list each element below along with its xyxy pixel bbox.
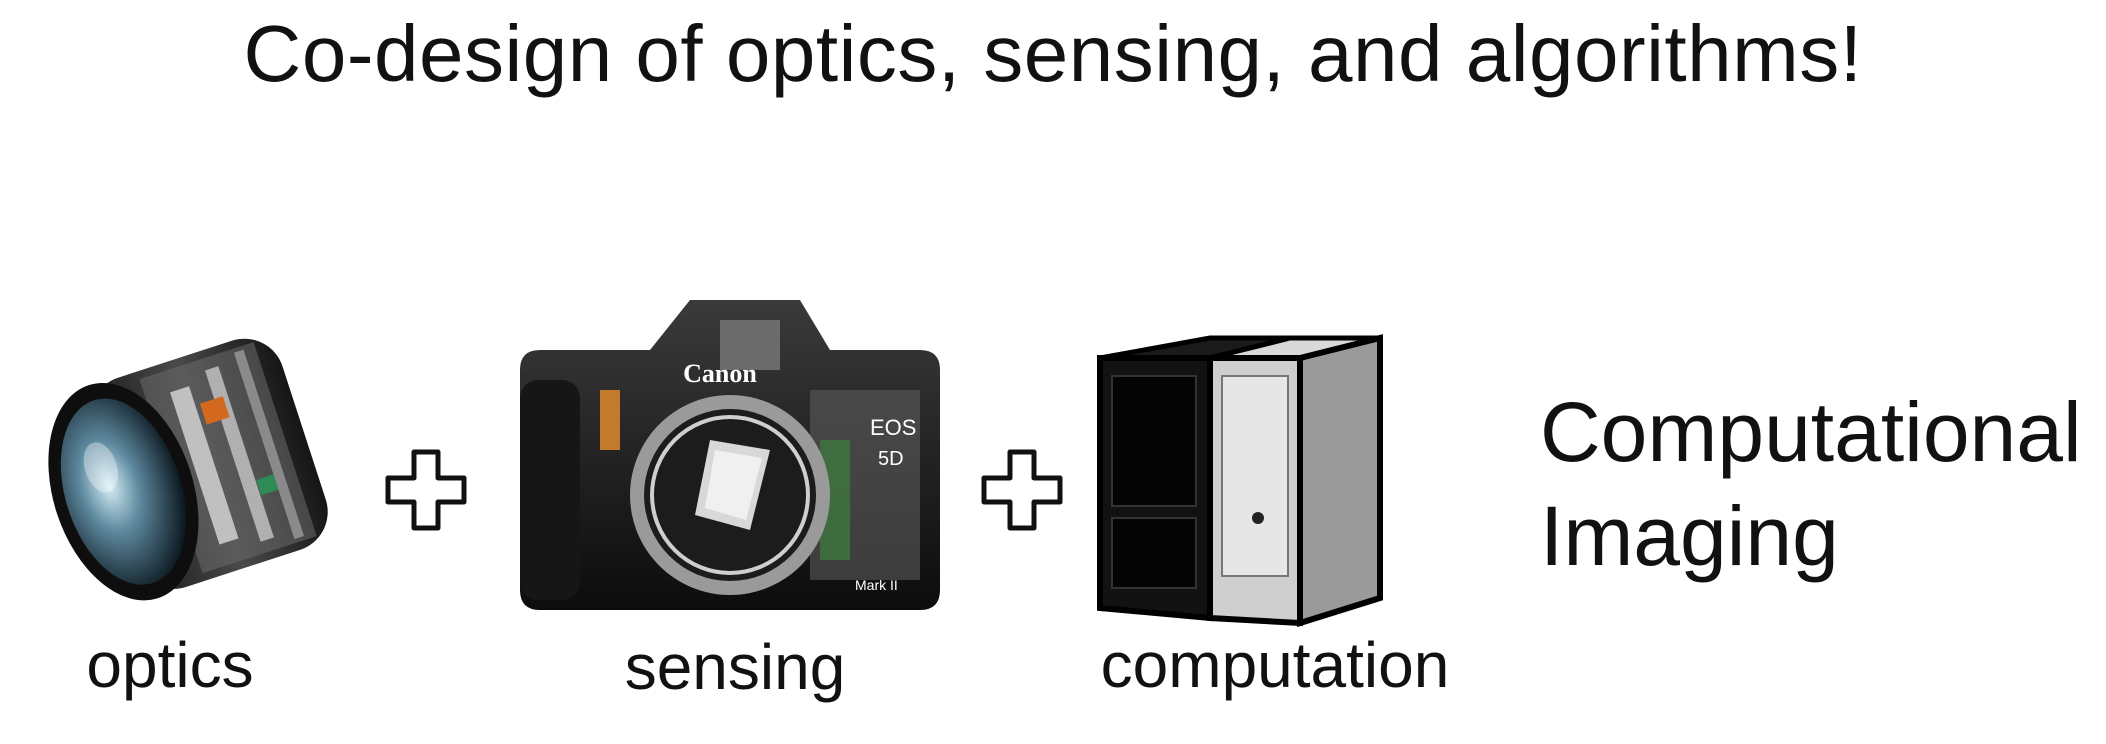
camera-model-number: 5D: [878, 448, 904, 470]
computer-tower-icon: [1097, 334, 1383, 628]
plus-icon: [385, 449, 467, 531]
slide-title: Co-design of optics, sensing, and algori…: [243, 9, 1863, 98]
lens-cutaway-icon: [48, 338, 328, 601]
sensing-caption: sensing: [624, 631, 846, 703]
plus-icon: [981, 449, 1063, 531]
result-line-2: Imaging: [1540, 489, 1839, 583]
result-line-1: Computational: [1540, 385, 2082, 479]
camera-brand: Canon: [683, 359, 757, 388]
result-label: Computational Imaging: [1540, 380, 2082, 588]
computation-caption: computation: [1100, 629, 1450, 701]
camera-cutaway-icon: Canon EOS 5D Mark II: [520, 300, 940, 610]
optics-caption: optics: [86, 629, 254, 701]
camera-edition: Mark II: [855, 577, 898, 593]
camera-model: EOS: [870, 415, 916, 440]
